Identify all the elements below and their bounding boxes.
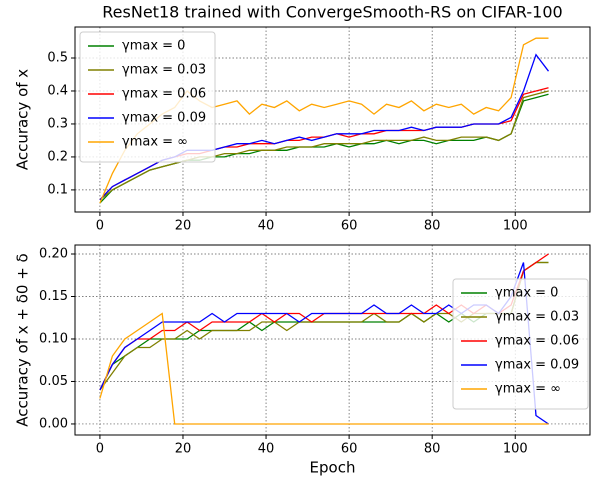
y-tick-label: 0.20 xyxy=(39,247,68,262)
legend-label: γmax = 0.03 xyxy=(495,310,579,325)
y-axis-label: Accuracy of x xyxy=(14,69,32,170)
chart-title: ResNet18 trained with ConvergeSmooth-RS … xyxy=(102,3,562,22)
y-tick-label: 0.15 xyxy=(39,289,68,304)
y-tick-label: 0.4 xyxy=(47,83,68,98)
y-tick-label: 0.1 xyxy=(47,182,68,197)
x-tick-label: 80 xyxy=(424,219,441,234)
y-tick-label: 0.2 xyxy=(47,149,68,164)
y-tick-label: 0.3 xyxy=(47,116,68,131)
x-axis-label: Epoch xyxy=(310,459,356,477)
legend-label: γmax = 0.06 xyxy=(122,87,206,102)
x-tick-label: 80 xyxy=(424,442,441,457)
x-tick-label: 20 xyxy=(175,219,192,234)
x-tick-label: 60 xyxy=(341,219,358,234)
y-tick-label: 0.00 xyxy=(39,416,68,431)
x-tick-label: 100 xyxy=(503,219,528,234)
legend-label: γmax = 0.09 xyxy=(122,111,206,126)
legend-box xyxy=(452,278,589,410)
x-tick-label: 40 xyxy=(258,442,275,457)
x-tick-label: 60 xyxy=(341,442,358,457)
y-axis-label: Accuracy of x + δ0 + δ xyxy=(14,253,32,426)
x-tick-label: 0 xyxy=(96,442,104,457)
x-tick-label: 40 xyxy=(258,219,275,234)
legend-label: γmax = ∞ xyxy=(122,135,188,150)
legend-label: γmax = 0.06 xyxy=(495,334,579,349)
axes-frame xyxy=(74,26,591,213)
legend-label: γmax = 0 xyxy=(122,39,185,54)
axes-frame xyxy=(74,244,591,436)
legend-box xyxy=(79,31,216,163)
series-line xyxy=(99,312,549,425)
y-tick-label: 0.10 xyxy=(39,331,68,346)
x-tick-label: 100 xyxy=(503,442,528,457)
legend-label: γmax = 0.09 xyxy=(495,358,579,373)
legend-label: γmax = 0.03 xyxy=(122,63,206,78)
x-tick-label: 20 xyxy=(175,442,192,457)
series-line xyxy=(99,90,549,201)
y-tick-label: 0.5 xyxy=(47,50,68,65)
x-tick-label: 0 xyxy=(96,219,104,234)
y-tick-label: 0.05 xyxy=(39,374,68,389)
legend-label: γmax = ∞ xyxy=(495,382,561,397)
legend-label: γmax = 0 xyxy=(495,286,558,301)
